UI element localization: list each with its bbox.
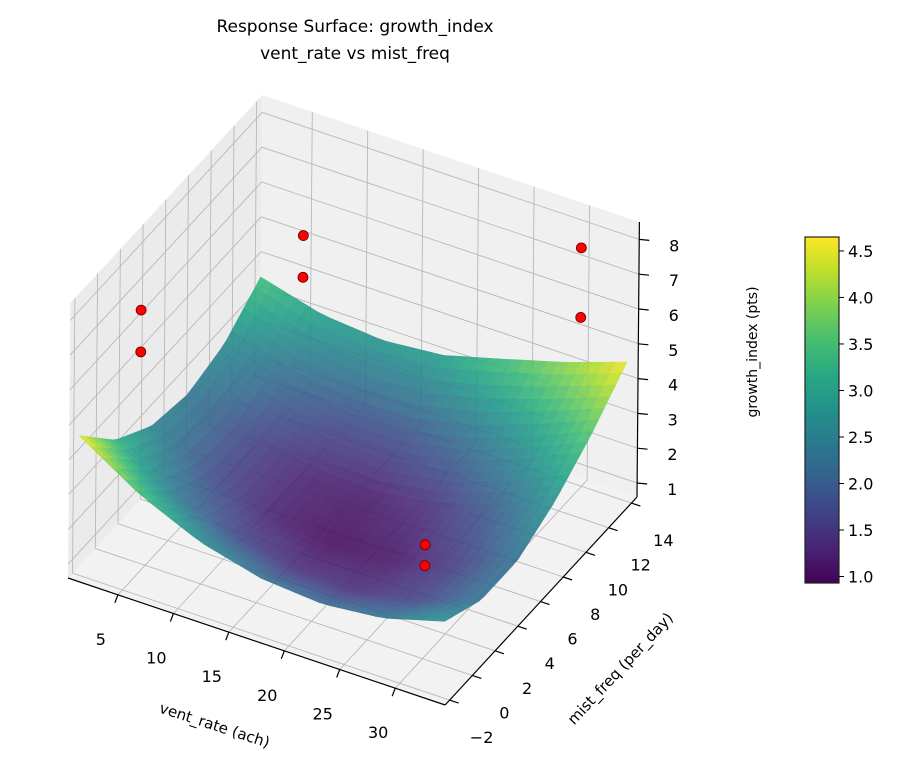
z-tick-label: 3 [668,410,678,429]
colorbar [804,236,840,584]
z-tick-mark [638,308,649,311]
y-tick-mark [563,576,573,581]
y-grid-line [94,273,473,676]
y-tick-mark [585,551,596,556]
z-grid-line [69,146,640,356]
y-tick-label: 0 [499,703,509,722]
chart-title: Response Surface: growth_index [216,17,493,37]
x-tick-mark [391,687,396,697]
z-tick-label: 4 [668,376,678,395]
z-tick-label: 1 [667,480,677,499]
z-tick-mark [638,378,649,381]
axis-lines [67,221,650,706]
colorbar-tick-label: 2.0 [848,474,873,493]
data-point [297,271,309,283]
y-tick-mark [608,527,618,532]
colorbar-tick-label: 3.0 [848,381,873,400]
colorbar-tick-label: 3.5 [848,335,873,354]
x-tick-label: 5 [96,630,106,649]
z-grid-line [68,251,639,461]
z-tick-mark [638,343,649,346]
z-tick-label: 2 [667,445,677,464]
x-axis-line [67,577,446,706]
x-tick-label: 10 [146,648,166,667]
y-tick-label: 12 [630,556,650,575]
colorbar-tick-label: 1.0 [848,567,873,586]
y-axis-label: mist_freq (per_day) [564,609,678,729]
colorbar-tick-label: 4.0 [848,288,873,307]
z-tick-label: 7 [669,271,679,290]
z-tick-mark [637,482,648,485]
y-tick-mark [494,650,505,655]
data-point [135,304,147,316]
y-tick-label: 10 [608,580,628,599]
colorbar-ticks: 1.0 1.5 2.0 2.5 3.0 3.5 4.0 4.5 [839,242,873,586]
x-tick-label: 25 [313,705,333,724]
z-tick-mark [639,238,650,241]
z-tick-label: 6 [669,306,679,325]
y-tick-label: 8 [590,605,600,624]
chart-subtitle: vent_rate vs mist_freq [260,44,450,64]
z-grid-line [69,181,639,391]
y-tick-label: 4 [545,654,555,673]
y-axis-line [444,496,638,706]
data-point [419,539,431,551]
z-tick-label: 8 [669,236,679,255]
x-tick-mark [169,613,174,622]
surface-patch [432,617,452,622]
z-axis-line [636,221,641,498]
z-axis-label: growth_index (pts) [745,286,761,417]
y-tick-mark [540,601,550,606]
x-grid-line [394,205,590,689]
response-surface [78,276,628,622]
x-tick-mark [225,631,230,641]
data-point [135,346,147,358]
y-tick-label: 6 [567,630,577,649]
data-point [575,242,587,254]
x-axis-label: vent_rate (ach) [157,699,272,753]
y-tick-mark [472,674,482,679]
y-tick-mark [517,625,527,630]
data-points [135,230,587,572]
y-tick-mark [631,502,641,507]
y-tick-label: −2 [470,728,494,747]
colorbar-tick-label: 2.5 [848,428,873,447]
x-tick-mark [280,650,285,660]
z-grid-line [69,111,640,321]
z-tick-mark [638,273,650,276]
colorbar-tick-label: 1.5 [848,521,873,540]
x-tick-mark [114,594,119,604]
y-tick-label: 2 [522,679,532,698]
y-tick-mark [449,699,459,704]
z-tick-mark [637,412,648,415]
z-tick-label: 5 [668,341,678,360]
data-point [297,230,309,241]
colorbar-tick-label: 4.5 [848,242,873,261]
x-tick-label: 30 [368,723,388,742]
x-tick-mark [336,669,341,678]
data-point [419,560,431,572]
x-tick-label: 20 [257,686,277,705]
z-tick-mark [637,447,648,450]
z-grid-line [68,216,639,426]
y-tick-label: 14 [653,531,673,550]
y-grid-line [72,298,450,701]
data-point [575,312,587,323]
x-tick-label: 15 [202,667,222,686]
